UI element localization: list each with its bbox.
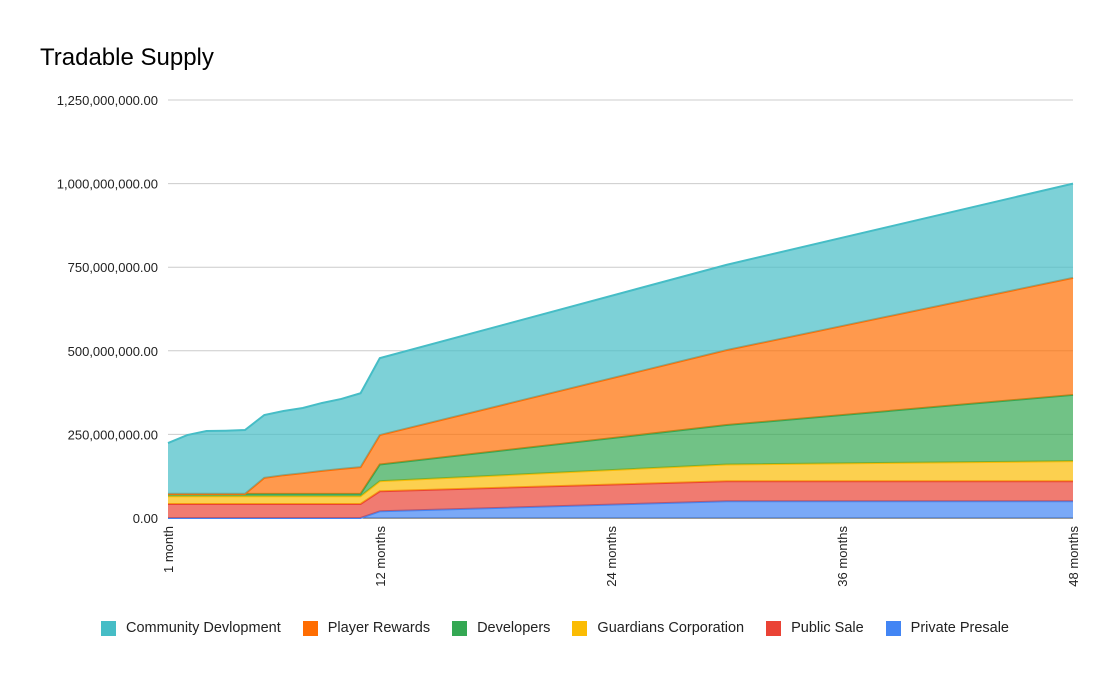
series-areas [167, 182, 1074, 519]
x-tick-label: 12 months [373, 526, 388, 587]
legend-swatch [302, 620, 318, 636]
legend-swatch [885, 620, 901, 636]
legend-item[interactable]: Guardians Corporation [572, 620, 744, 636]
x-tick-label: 36 months [835, 526, 850, 587]
y-axis-ticks: 0.00 250,000,000.00 500,000,000.00 750,000,… [57, 93, 158, 526]
area-public-sale [168, 481, 1073, 518]
area-community-devlopment [168, 183, 1073, 494]
line-community-devlopment [167, 182, 1074, 445]
legend-item[interactable]: Community Devlopment [101, 620, 281, 636]
x-tick-label: 48 months [1066, 526, 1081, 587]
y-tick-label: 500,000,000.00 [68, 344, 158, 359]
legend-swatch [452, 620, 468, 636]
legend-label: Community Devlopment [126, 620, 281, 636]
y-tick-label: 250,000,000.00 [68, 427, 158, 442]
y-tick-label: 1,250,000,000.00 [57, 93, 158, 108]
area-developers [168, 394, 1073, 497]
legend-label: Guardians Corporation [597, 620, 745, 636]
x-tick-label: 1 month [161, 526, 176, 573]
y-tick-label: 0.00 [133, 511, 158, 526]
legend-label: Private Presale [910, 620, 1009, 636]
legend-label: Player Rewards [327, 620, 431, 636]
legend-swatch [766, 620, 782, 636]
area-private-presale [168, 501, 1073, 518]
x-axis-ticks: 1 month 12 months 24 months 36 months 48 mon… [161, 526, 1081, 587]
area-player-rewards [168, 277, 1073, 494]
legend-swatch [572, 620, 588, 636]
stacked-area-chart: 0.00 250,000,000.00 500,000,000.00 750,000,… [57, 93, 1081, 587]
legend-item[interactable]: Player Rewards [302, 620, 431, 636]
legend-item[interactable]: Private Presale [885, 620, 1009, 636]
area-guardians-corporation [168, 461, 1073, 504]
legend-label: Developers [477, 620, 551, 636]
y-tick-label: 1,000,000,000.00 [57, 177, 158, 192]
y-tick-label: 750,000,000.00 [68, 260, 158, 275]
legend-swatch [101, 620, 116, 636]
legend-item[interactable]: Developers [452, 620, 550, 636]
legend: Community Devlopment Player Rewards Develo… [0, 620, 1093, 636]
x-tick-label: 24 months [604, 526, 619, 587]
legend-item[interactable]: Public Sale [766, 620, 864, 636]
chart-title: Tradable Supply [40, 44, 214, 71]
legend-label: Public Sale [791, 620, 864, 636]
